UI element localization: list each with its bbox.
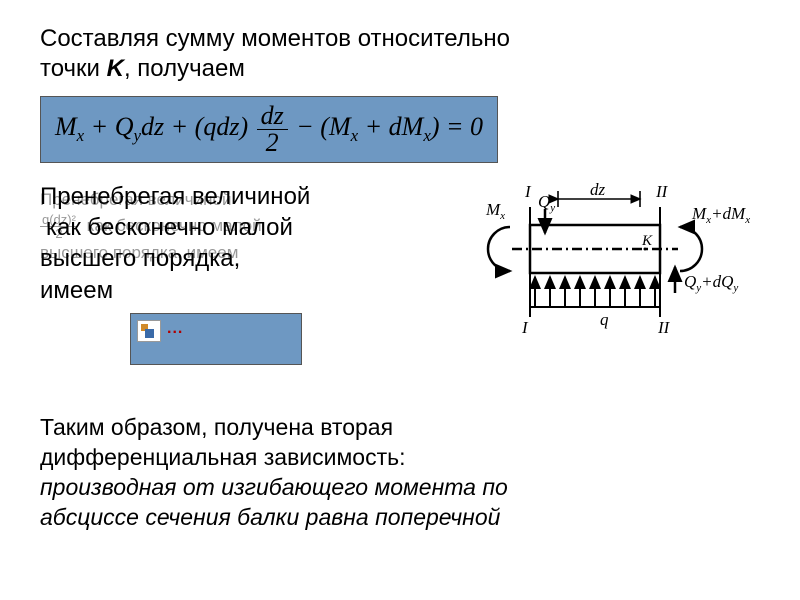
label-I-topleft: I (524, 182, 532, 201)
bottom-line4: абсциссе сечения балки равна поперечной (40, 503, 760, 533)
middle-region: Пренебрегая величиной q(dz)² 2 как беско… (40, 181, 760, 411)
error-dots: ... (167, 320, 183, 338)
label-II-botright: II (657, 318, 671, 337)
equation-1: Mx + Qydz + (qdz) dz 2 − (Mx + dMx) = 0 (55, 112, 483, 141)
eq1-qdz: dz + (qdz) (141, 112, 248, 141)
eq1-sub-x2: x (351, 127, 359, 146)
eq1-Mx: M (55, 112, 77, 141)
mid-line3: высшего порядка, (40, 243, 400, 274)
label-II-topright: II (655, 182, 669, 201)
bottom-line1: Таким образом, получена вторая (40, 413, 760, 443)
equation-box-1: Mx + Qydz + (qdz) dz 2 − (Mx + dMx) = 0 (40, 96, 498, 163)
eq1-plus-dMx: + dM (358, 112, 423, 141)
eq1-frac-den: 2 (257, 130, 288, 156)
eq1-sub-x3: x (423, 127, 431, 146)
eq1-fraction: dz 2 (257, 103, 288, 156)
heading-point-k: K (107, 55, 124, 82)
label-Mx: Mx (485, 200, 505, 222)
eq1-frac-num: dz (257, 103, 288, 130)
mid-line4: имеем (40, 275, 400, 306)
beam-diagram: Mx Qy dz K q Mx+dMx Qy+dQy I II I II (440, 167, 770, 367)
bottom-line2: дифференциальная зависимость: (40, 443, 760, 473)
bottom-line3: производная от изгибающего момента по (40, 473, 760, 503)
eq1-minus-Mx: − (M (296, 112, 350, 141)
heading-line1: Составляя сумму моментов относительно (40, 25, 510, 52)
missing-image-icon (137, 320, 161, 342)
label-K: K (641, 233, 653, 249)
mid-line2: как бесконечно малой (46, 212, 400, 243)
label-dz: dz (590, 180, 606, 199)
heading-line2-post: , получаем (124, 55, 245, 82)
broken-equation-box: ... (130, 313, 302, 365)
label-QydQy: Qy+dQy (684, 272, 738, 294)
mid-line1: Пренебрегая величиной (40, 181, 400, 212)
mid-text-block: Пренебрегая величиной как бесконечно мал… (40, 181, 400, 306)
heading: Составляя сумму моментов относительно то… (40, 24, 760, 84)
label-MxdMx: Mx+dMx (691, 204, 750, 226)
heading-line2-pre: точки (40, 55, 107, 82)
bottom-text: Таким образом, получена вторая дифференц… (40, 413, 760, 533)
eq1-sub-y: y (134, 127, 142, 146)
label-I-botleft: I (521, 318, 529, 337)
eq1-tail: ) = 0 (431, 112, 483, 141)
label-Qy: Qy (538, 192, 555, 214)
label-q: q (600, 310, 609, 329)
eq1-plus-Qy: + Q (84, 112, 133, 141)
